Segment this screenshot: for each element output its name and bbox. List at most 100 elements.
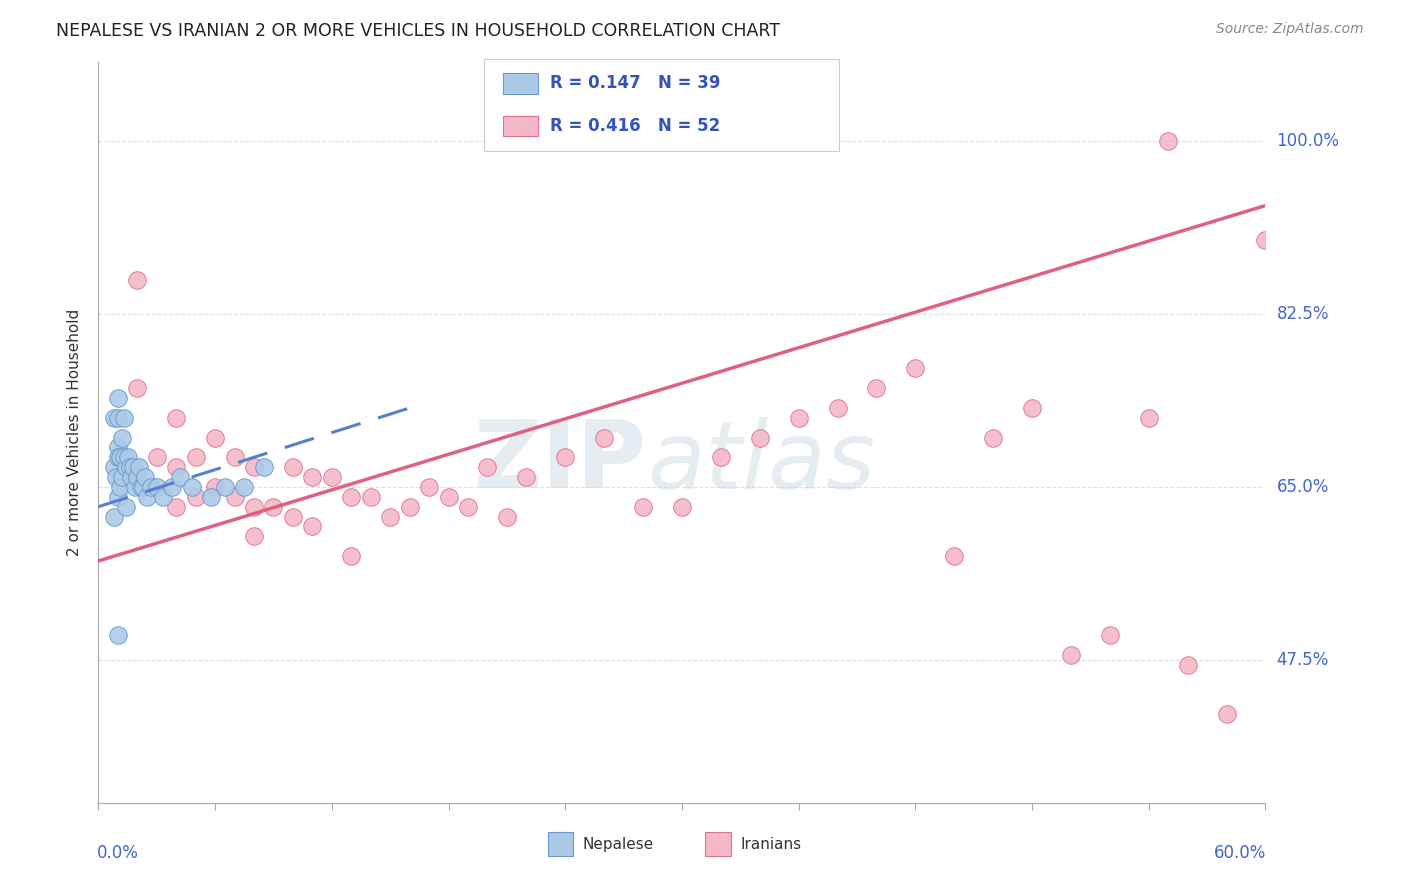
Point (904, 361, 927, 376)
Text: 65.0%: 65.0% (1277, 478, 1329, 496)
Point (477, 460, 499, 475)
Point (134, 470, 156, 484)
FancyBboxPatch shape (484, 59, 839, 152)
Point (1137, 410, 1160, 425)
Point (515, 470, 537, 484)
Point (398, 500, 420, 514)
Point (180, 480, 202, 494)
Point (981, 431, 1004, 445)
Point (1215, 706, 1237, 721)
Point (112, 450, 135, 465)
Point (865, 381, 887, 395)
Point (108, 450, 131, 465)
Point (129, 480, 152, 494)
Point (108, 480, 131, 494)
Point (136, 490, 159, 504)
Point (233, 480, 256, 494)
Point (214, 480, 236, 494)
Point (112, 410, 135, 425)
Text: 100.0%: 100.0% (1277, 132, 1340, 151)
Point (117, 450, 139, 465)
Point (827, 401, 849, 415)
Point (1021, 401, 1043, 415)
Point (103, 460, 125, 475)
Point (243, 460, 266, 475)
Point (107, 450, 129, 465)
Point (184, 490, 207, 504)
Text: R = 0.416   N = 52: R = 0.416 N = 52 (550, 117, 720, 135)
Point (127, 381, 149, 395)
Point (1098, 628, 1121, 642)
Text: 47.5%: 47.5% (1277, 650, 1329, 669)
Point (114, 500, 136, 514)
Text: R = 0.147   N = 39: R = 0.147 N = 39 (550, 74, 720, 92)
Point (301, 519, 323, 533)
Bar (503, 73, 538, 94)
Point (107, 391, 129, 405)
Text: Source: ZipAtlas.com: Source: ZipAtlas.com (1216, 22, 1364, 37)
Point (496, 509, 519, 524)
Point (748, 431, 770, 445)
Point (437, 490, 460, 504)
Point (118, 460, 141, 475)
Point (631, 500, 654, 514)
Bar (503, 116, 538, 136)
Point (1060, 648, 1083, 662)
Point (321, 470, 343, 484)
Point (710, 450, 733, 465)
Point (671, 500, 693, 514)
Point (107, 490, 129, 504)
Point (301, 470, 323, 484)
Point (457, 500, 479, 514)
Point (554, 450, 576, 465)
Point (132, 480, 155, 494)
Text: NEPALESE VS IRANIAN 2 OR MORE VEHICLES IN HOUSEHOLD CORRELATION CHART: NEPALESE VS IRANIAN 2 OR MORE VEHICLES I… (56, 22, 780, 40)
Point (122, 460, 145, 475)
Point (204, 431, 226, 445)
Point (124, 480, 146, 494)
Point (340, 490, 363, 504)
Point (107, 441, 129, 455)
Point (1254, 233, 1277, 247)
Point (243, 500, 266, 514)
Point (360, 490, 382, 504)
Text: Nepalese: Nepalese (582, 837, 654, 852)
Text: ZIP: ZIP (474, 417, 647, 508)
Point (262, 500, 284, 514)
Point (114, 460, 136, 475)
Point (787, 410, 810, 425)
Point (104, 470, 127, 484)
Point (1177, 657, 1199, 672)
Point (107, 410, 129, 425)
Point (128, 460, 150, 475)
Point (340, 549, 363, 563)
Point (111, 431, 134, 445)
Point (107, 628, 129, 642)
Point (243, 529, 266, 543)
Point (165, 460, 187, 475)
Point (224, 450, 246, 465)
Point (162, 480, 184, 494)
Point (146, 450, 169, 465)
Point (127, 470, 149, 484)
Point (146, 480, 169, 494)
Text: Iranians: Iranians (741, 837, 801, 852)
Point (121, 470, 143, 484)
Y-axis label: 2 or more Vehicles in Household: 2 or more Vehicles in Household (67, 309, 83, 557)
Point (204, 480, 226, 494)
Point (103, 509, 125, 524)
Point (165, 410, 187, 425)
Point (418, 480, 440, 494)
Point (943, 549, 966, 563)
Text: 60.0%: 60.0% (1215, 844, 1267, 862)
Point (184, 450, 207, 465)
Point (380, 509, 402, 524)
Point (139, 480, 162, 494)
Text: 0.0%: 0.0% (97, 844, 139, 862)
Point (103, 410, 125, 425)
Point (1157, 135, 1180, 149)
Text: atlas: atlas (647, 417, 875, 508)
Point (165, 500, 187, 514)
Point (127, 272, 149, 286)
Point (152, 490, 174, 504)
